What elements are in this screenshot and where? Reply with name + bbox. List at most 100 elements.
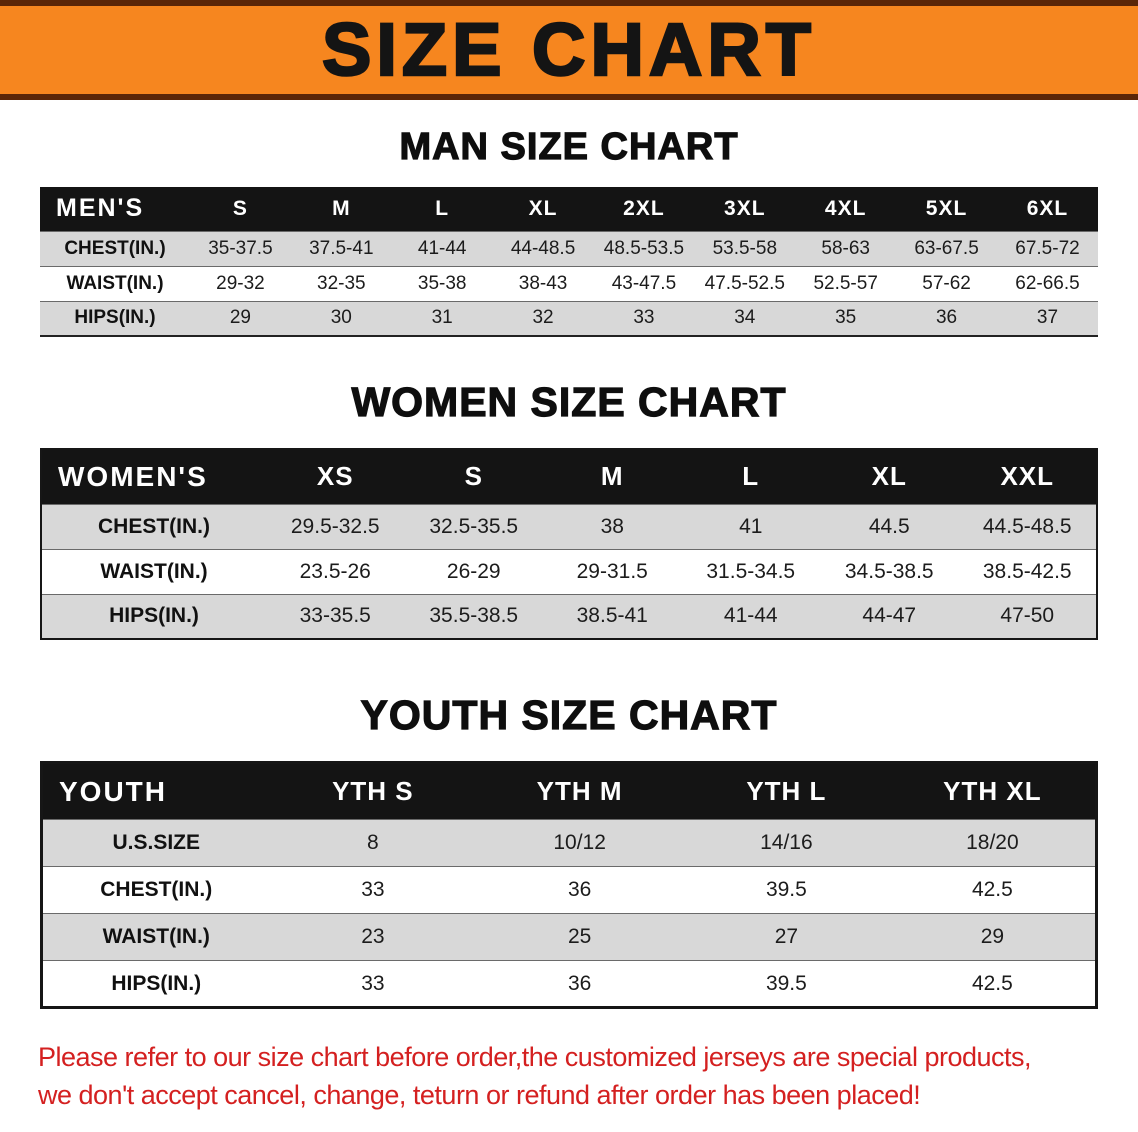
value-cell: 29.5-32.5 bbox=[290, 514, 380, 538]
value-cell: 35 bbox=[835, 307, 857, 329]
value-cell: 47-50 bbox=[1000, 604, 1055, 628]
value-cell: 14/16 bbox=[760, 831, 813, 854]
value-cell: 35-38 bbox=[417, 272, 467, 294]
value-cell: 29 bbox=[229, 307, 251, 329]
men-table-row-2: WAIST(IN.) 29-32 32-35 35-38 38-43 43-47.5 47.… bbox=[40, 266, 1098, 301]
value-cell: 67.5-72 bbox=[1015, 237, 1080, 259]
value-cell: 48.5-53.5 bbox=[603, 237, 685, 259]
page-title: SIZE CHART bbox=[321, 8, 816, 91]
value-cell: 23.5-26 bbox=[299, 559, 371, 583]
value-cell: 41-44 bbox=[417, 237, 467, 259]
men-column-header-1: S bbox=[232, 196, 248, 220]
value-cell: 8 bbox=[367, 831, 379, 854]
value-cell: 27 bbox=[774, 925, 799, 948]
men-column-header-7: 4XL bbox=[824, 196, 867, 220]
row-label: WAIST(IN.) bbox=[102, 925, 210, 948]
row-label: HIPS(IN.) bbox=[109, 604, 199, 628]
disclaimer-line-1: Please refer to our size chart before or… bbox=[38, 1042, 1032, 1072]
value-cell: 43-47.5 bbox=[611, 272, 677, 294]
value-cell: 36 bbox=[567, 878, 592, 901]
value-cell: 39.5 bbox=[765, 971, 807, 995]
value-cell: 29-32 bbox=[216, 272, 265, 294]
value-cell: 58-63 bbox=[821, 237, 870, 259]
value-cell: 10/12 bbox=[553, 831, 606, 854]
youth-table-row-3: WAIST(IN.) 23 25 27 29 bbox=[41, 913, 1097, 961]
value-cell: 31 bbox=[431, 307, 453, 329]
women-column-header-3: M bbox=[600, 461, 624, 492]
men-size-table: MEN'S S M L XL 2XL 3XL 4XL 5XL 6XL CHEST(IN.) 35-37… bbox=[40, 187, 1098, 337]
youth-table-container: YOUTH YTH S YTH M YTH L YTH XL U.S.SIZE 8 10/12… bbox=[0, 761, 1138, 1009]
men-table-row-1: CHEST(IN.) 35-37.5 37.5-41 41-44 44-48.5 48.5… bbox=[40, 231, 1098, 266]
women-section-heading: WOMEN SIZE CHART bbox=[351, 378, 787, 425]
value-cell: 38.5-42.5 bbox=[982, 559, 1072, 583]
women-table-container: WOMEN'S XS S M L XL XXL CHEST(IN.) 29.5-32.5 32.5… bbox=[0, 448, 1138, 640]
value-cell: 44.5-48.5 bbox=[982, 514, 1072, 538]
row-label: CHEST(IN.) bbox=[64, 237, 166, 259]
disclaimer: Please refer to our size chart before or… bbox=[38, 1039, 1138, 1115]
value-cell: 44-48.5 bbox=[510, 237, 576, 259]
youth-size-table: YOUTH YTH S YTH M YTH L YTH XL U.S.SIZE 8 10/12… bbox=[40, 761, 1098, 1009]
value-cell: 62-66.5 bbox=[1015, 272, 1080, 294]
youth-column-header-4: YTH XL bbox=[943, 776, 1042, 806]
youth-section-heading: YOUTH SIZE CHART bbox=[360, 691, 778, 738]
value-cell: 33-35.5 bbox=[299, 604, 371, 628]
women-column-header-2: S bbox=[464, 461, 483, 492]
value-cell: 57-62 bbox=[922, 272, 971, 294]
youth-table-row-4: HIPS(IN.) 33 36 39.5 42.5 bbox=[41, 960, 1097, 1008]
value-cell: 37.5-41 bbox=[309, 237, 374, 259]
men-column-header-2: M bbox=[332, 196, 351, 220]
value-cell: 34 bbox=[734, 307, 756, 329]
men-table-container: MEN'S S M L XL 2XL 3XL 4XL 5XL 6XL CHEST(IN.) 35-37… bbox=[0, 187, 1138, 337]
value-cell: 53.5-58 bbox=[712, 237, 778, 259]
women-column-header-6: XXL bbox=[1000, 461, 1055, 492]
banner: SIZE CHART bbox=[0, 0, 1138, 100]
value-cell: 44.5 bbox=[868, 514, 910, 538]
women-table-row-2: WAIST(IN.) 23.5-26 26-29 29-31.5 31.5-34.5 34… bbox=[41, 549, 1097, 594]
value-cell: 23 bbox=[361, 925, 385, 948]
value-cell: 38.5-41 bbox=[576, 604, 648, 628]
value-cell: 41 bbox=[739, 514, 763, 538]
value-cell: 33 bbox=[361, 971, 385, 995]
men-header-label: MEN'S bbox=[56, 194, 145, 223]
value-cell: 36 bbox=[935, 307, 958, 329]
men-column-header-4: XL bbox=[528, 196, 558, 220]
value-cell: 47.5-52.5 bbox=[704, 272, 785, 294]
value-cell: 30 bbox=[330, 307, 352, 329]
value-cell: 44-47 bbox=[862, 604, 917, 628]
value-cell: 36 bbox=[567, 971, 592, 995]
value-cell: 35.5-38.5 bbox=[429, 604, 519, 628]
value-cell: 32 bbox=[532, 307, 554, 329]
value-cell: 37 bbox=[1036, 307, 1059, 329]
row-label: WAIST(IN.) bbox=[100, 559, 208, 583]
women-column-header-5: XL bbox=[871, 461, 907, 492]
value-cell: 32.5-35.5 bbox=[429, 514, 519, 538]
men-column-header-5: 2XL bbox=[623, 196, 665, 220]
disclaimer-line-2: we don't accept cancel, change, teturn o… bbox=[38, 1079, 921, 1110]
section-youth: YOUTH SIZE CHART YOUTH YTH S YTH M YTH L YTH… bbox=[0, 691, 1138, 1009]
section-women: WOMEN SIZE CHART WOMEN'S XS S M L XL XXL CHEST(… bbox=[0, 378, 1138, 640]
value-cell: 34.5-38.5 bbox=[844, 559, 934, 583]
section-men: MAN SIZE CHART MEN'S S M L XL 2XL 3XL 4XL 5XL 6XL… bbox=[0, 125, 1138, 337]
women-header-label: WOMEN'S bbox=[58, 460, 208, 492]
value-cell: 29-31.5 bbox=[576, 559, 648, 583]
women-column-header-1: XS bbox=[316, 461, 354, 492]
value-cell: 52.5-57 bbox=[813, 272, 878, 294]
value-cell: 38 bbox=[600, 514, 624, 538]
value-cell: 38-43 bbox=[518, 272, 568, 294]
women-column-header-4: L bbox=[742, 461, 760, 492]
men-column-header-6: 3XL bbox=[724, 196, 766, 220]
row-label: HIPS(IN.) bbox=[74, 307, 156, 329]
women-table-row-3: HIPS(IN.) 33-35.5 35.5-38.5 38.5-41 41-44 44-… bbox=[41, 594, 1097, 639]
women-size-table: WOMEN'S XS S M L XL XXL CHEST(IN.) 29.5-32.5 32.5… bbox=[40, 448, 1098, 640]
youth-table-row-1: U.S.SIZE 8 10/12 14/16 18/20 bbox=[41, 819, 1097, 867]
youth-header-row: YOUTH YTH S YTH M YTH L YTH XL bbox=[41, 762, 1097, 820]
row-label: WAIST(IN.) bbox=[66, 272, 164, 294]
value-cell: 42.5 bbox=[971, 878, 1013, 901]
youth-column-header-3: YTH L bbox=[746, 776, 827, 806]
value-cell: 35-37.5 bbox=[208, 237, 273, 259]
men-table-row-3: HIPS(IN.) 29 30 31 32 33 34 35 36 37 bbox=[40, 301, 1098, 336]
value-cell: 26-29 bbox=[446, 559, 501, 583]
value-cell: 18/20 bbox=[966, 831, 1019, 854]
youth-column-header-1: YTH S bbox=[332, 776, 414, 806]
